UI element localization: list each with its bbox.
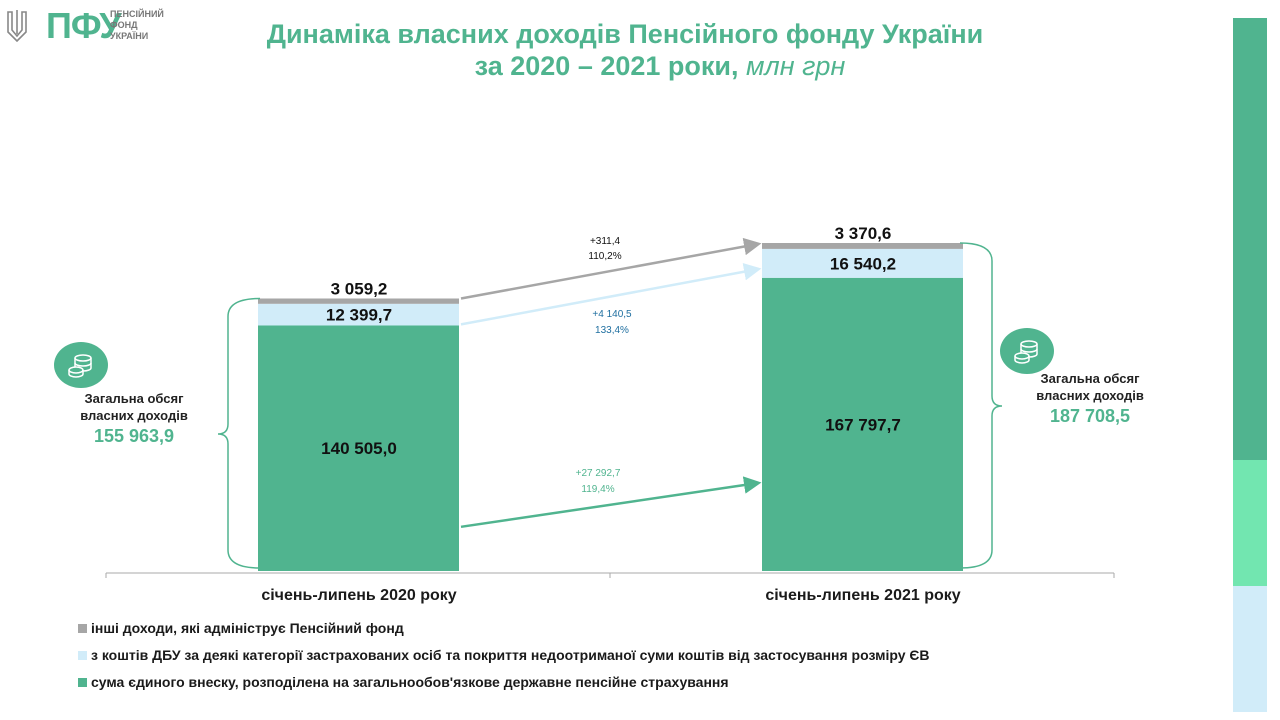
total-left: Загальна обсяг власних доходів 155 963,9 bbox=[74, 390, 194, 447]
coins-icon-left bbox=[54, 342, 108, 388]
growth-arrow-contribution bbox=[460, 476, 762, 529]
legend-swatch-budget bbox=[78, 651, 87, 660]
growth-delta-other: +311,4 bbox=[590, 236, 621, 247]
side-bar-green bbox=[1233, 18, 1267, 460]
growth-delta-budget: +4 140,5 bbox=[592, 309, 632, 320]
legend-swatch-other bbox=[78, 624, 87, 633]
title-unit: млн грн bbox=[738, 51, 846, 81]
growth-pct-contribution: 119,4% bbox=[581, 484, 614, 495]
page-title: Динаміка власних доходів Пенсійного фонд… bbox=[260, 18, 1060, 82]
growth-arrow-other bbox=[460, 237, 762, 300]
legend-label-contribution: сума єдиного внеску, розподілена на зага… bbox=[91, 674, 729, 690]
trident-emblem-icon bbox=[7, 10, 27, 42]
title-line-1: Динаміка власних доходів Пенсійного фонд… bbox=[266, 19, 984, 49]
total-left-label: Загальна обсяг власних доходів bbox=[80, 391, 188, 423]
growth-delta-contribution: +27 292,7 bbox=[576, 468, 621, 479]
legend-label-budget: з коштів ДБУ за деякі категорії застрахо… bbox=[91, 647, 930, 663]
logo-subtitle: ПЕНСІЙНИЙ ФОНД УКРАЇНИ bbox=[110, 9, 164, 41]
pfu-logo: ПФУ ПЕНСІЙНИЙ ФОНД УКРАЇНИ bbox=[6, 5, 164, 46]
data-label-other-1: 3 059,2 bbox=[331, 280, 388, 299]
bar-1-series-2 bbox=[258, 303, 459, 326]
growth-arrow-budget bbox=[460, 263, 762, 326]
total-right-label: Загальна обсяг власних доходів bbox=[1036, 371, 1144, 403]
data-label-contribution-1: 140 505,0 bbox=[321, 439, 397, 458]
legend-swatch-contribution bbox=[78, 678, 87, 687]
bar-1-series-1 bbox=[258, 325, 459, 571]
coins-glyph-left bbox=[68, 354, 92, 378]
coins-glyph-right bbox=[1014, 340, 1038, 364]
x-tick-label-2: січень-липень 2021 року bbox=[765, 587, 960, 604]
bracket-right bbox=[959, 242, 1003, 569]
x-tick-label-1: січень-липень 2020 року bbox=[261, 587, 456, 604]
bar-2-series-1 bbox=[762, 277, 963, 571]
total-right-value: 187 708,5 bbox=[1049, 406, 1131, 426]
legend-label-other: інші доходи, які адмініструє Пенсійний ф… bbox=[91, 620, 404, 636]
revenue-stacked-bar-chart: січень-липень 2020 року січень-липень 202… bbox=[105, 224, 1115, 604]
data-label-budget-2: 16 540,2 bbox=[830, 254, 896, 273]
bar-1-series-3 bbox=[258, 298, 459, 304]
bar-2-series-3 bbox=[762, 243, 963, 249]
bracket-left bbox=[217, 297, 261, 569]
data-label-budget-1: 12 399,7 bbox=[326, 306, 392, 325]
title-line-2: за 2020 – 2021 роки, bbox=[474, 51, 739, 81]
total-right: Загальна обсяг власних доходів 187 708,5 bbox=[1025, 370, 1155, 427]
growth-pct-other: 110,2% bbox=[588, 251, 621, 262]
side-bar-light-green bbox=[1233, 460, 1267, 586]
data-label-other-2: 3 370,6 bbox=[835, 224, 892, 243]
bar-2-series-2 bbox=[762, 248, 963, 278]
coins-icon-right bbox=[1000, 328, 1054, 374]
data-label-contribution-2: 167 797,7 bbox=[825, 415, 901, 434]
total-left-value: 155 963,9 bbox=[93, 426, 175, 446]
side-bar-light-blue bbox=[1233, 586, 1267, 712]
logo-abbreviation: ПФУ bbox=[46, 5, 122, 46]
growth-pct-budget: 133,4% bbox=[595, 325, 629, 336]
